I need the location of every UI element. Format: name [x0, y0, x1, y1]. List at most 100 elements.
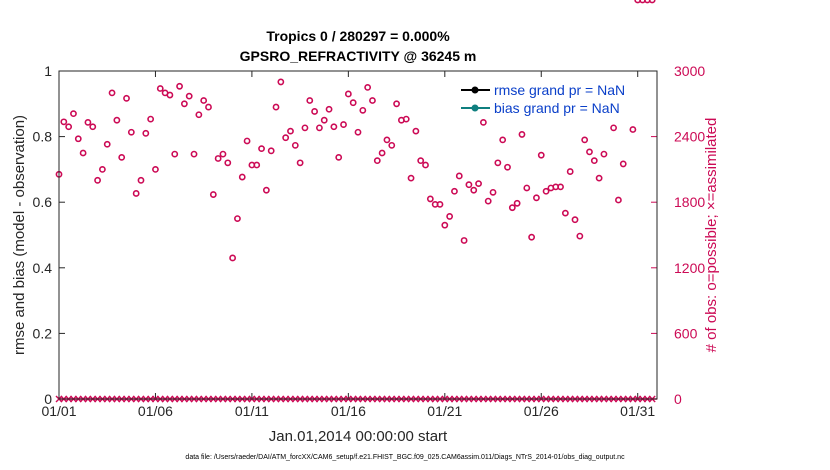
possible-obs-point — [518, 131, 526, 138]
possible-obs-point — [523, 184, 531, 192]
possible-obs-point — [590, 157, 598, 165]
chart-title-line-2: GPSRO_REFRACTIVITY @ 36245 m — [240, 48, 477, 64]
possible-obs-point — [494, 159, 502, 167]
possible-obs-point — [291, 141, 299, 149]
possible-obs-point — [393, 100, 400, 108]
possible-obs-point — [595, 174, 603, 182]
x-tick-label: 01/01 — [41, 403, 76, 419]
possible-obs-point — [615, 196, 622, 204]
possible-obs-point — [311, 108, 318, 115]
possible-obs-point — [465, 181, 473, 189]
possible-obs-point — [610, 124, 617, 132]
possible-obs-point — [253, 161, 261, 169]
possible-obs-point — [152, 165, 159, 173]
possible-obs-point — [137, 176, 145, 184]
possible-obs-point — [209, 191, 217, 198]
possible-obs-point — [296, 159, 304, 167]
possible-obs-point — [156, 85, 164, 92]
y-right-tick-labels: 0 600 1200 1800 2400 3000 — [674, 63, 705, 407]
possible-obs-point — [528, 233, 536, 241]
x-tick-labels: 01/01 01/06 01/11 01/16 01/21 01/26 01/31 — [41, 403, 655, 419]
y-left-tick-label: 0.4 — [33, 260, 53, 276]
possible-obs-point — [349, 99, 357, 107]
possible-obs-point — [335, 153, 343, 161]
possible-obs-point — [99, 165, 106, 173]
possible-obs-point — [600, 150, 608, 158]
possible-obs-point — [262, 186, 270, 194]
possible-obs-point — [354, 128, 362, 136]
legend-bias-label: bias grand pr = NaN — [494, 100, 620, 116]
possible-obs-point — [118, 153, 126, 161]
possible-obs-point — [402, 115, 410, 123]
possible-obs-point — [619, 160, 627, 168]
possible-obs-point — [234, 215, 241, 222]
possible-obs-point — [557, 183, 564, 191]
x-axis-label: Jan.01,2014 00:00:00 start — [269, 428, 448, 445]
possible-obs-point — [200, 97, 208, 104]
possible-obs-point — [566, 168, 574, 175]
possible-obs-point — [571, 216, 579, 224]
possible-obs-point — [272, 103, 280, 111]
possible-obs-point — [359, 106, 367, 114]
legend-rmse-marker — [471, 86, 479, 94]
possible-obs-point — [316, 124, 323, 132]
possible-obs-point — [581, 136, 589, 144]
possible-obs-point — [475, 180, 482, 188]
possible-obs-point — [306, 97, 314, 104]
possible-obs-point — [103, 140, 111, 148]
possible-obs-point — [479, 118, 487, 126]
possible-obs-point — [60, 118, 68, 126]
possible-obs-point — [132, 190, 140, 197]
possible-obs-point — [629, 126, 637, 133]
possible-obs-point — [190, 150, 198, 158]
possible-obs-point — [417, 157, 425, 165]
possible-obs-point — [325, 105, 333, 113]
possible-obs-point — [74, 135, 82, 143]
possible-obs-point — [277, 78, 285, 86]
y-left-tick-label: 0.6 — [33, 194, 53, 210]
possible-obs-point — [639, 0, 646, 4]
y-left-tick-label: 0.8 — [33, 129, 53, 145]
possible-obs-point — [533, 194, 540, 202]
y-left-tick-labels: 0 0.2 0.4 0.6 0.8 1 — [33, 63, 53, 407]
possible-obs-point — [89, 123, 97, 131]
possible-obs-point — [436, 200, 444, 208]
y-right-tick-label: 3000 — [674, 63, 705, 79]
y-right-tick-label: 1200 — [674, 260, 705, 276]
possible-obs-point — [407, 174, 415, 182]
possible-obs-point — [426, 195, 434, 203]
possible-obs-point — [267, 147, 275, 155]
possible-obs-point — [648, 0, 656, 4]
possible-obs-point — [70, 110, 77, 118]
y-right-tick-label: 0 — [674, 391, 682, 407]
possible-obs-point — [634, 0, 642, 4]
possible-obs-point — [412, 127, 420, 135]
possible-obs-point — [373, 157, 381, 165]
possible-obs-point — [446, 213, 454, 220]
possible-obs-point — [320, 116, 328, 124]
x-tick-label: 01/06 — [138, 403, 173, 419]
possible-obs-point — [171, 150, 179, 158]
possible-obs-point — [508, 204, 516, 212]
possible-obs-series — [55, 0, 656, 262]
y-left-axis-label: rmse and bias (model - observation) — [11, 115, 28, 355]
possible-obs-point — [301, 124, 309, 132]
possible-obs-point — [224, 159, 232, 167]
possible-obs-point — [142, 129, 150, 137]
legend: rmse grand pr = NaN bias grand pr = NaN — [456, 78, 650, 116]
possible-obs-point — [460, 237, 468, 244]
legend-box — [456, 78, 650, 116]
possible-obs-point — [489, 188, 497, 196]
possible-obs-point — [65, 123, 73, 131]
x-tick-label: 01/21 — [427, 403, 462, 419]
legend-rmse-label: rmse grand pr = NaN — [494, 82, 625, 98]
possible-obs-point — [643, 0, 651, 4]
y-right-tick-label: 2400 — [674, 129, 705, 145]
y-right-tick-label: 1800 — [674, 194, 705, 210]
possible-obs-point — [340, 121, 347, 128]
possible-obs-point — [84, 118, 92, 126]
possible-obs-point — [127, 128, 135, 136]
possible-obs-point — [378, 149, 386, 157]
y-left-tick-label: 0 — [44, 391, 52, 407]
